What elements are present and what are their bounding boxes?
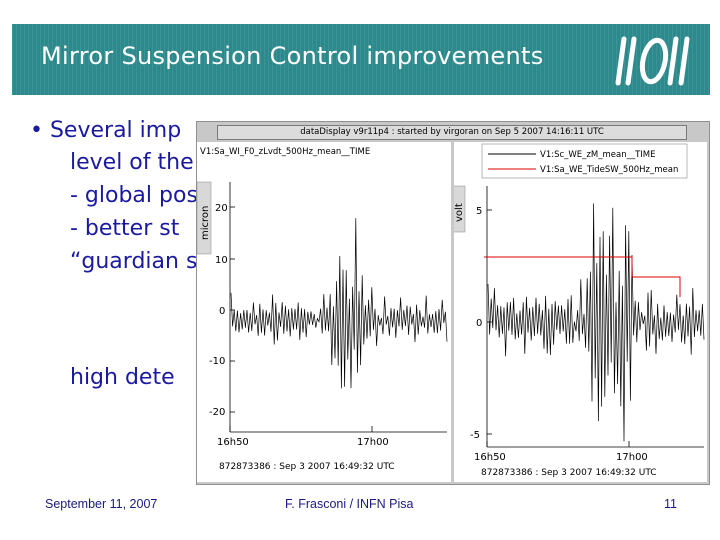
footer-author: F. Frasconi / INFN Pisa xyxy=(285,497,414,511)
right-xtick-1700: 17h00 xyxy=(616,452,648,463)
footer-page-number: 11 xyxy=(664,497,677,511)
bullet-line-5: “guardian s xyxy=(70,249,198,274)
left-axis-ticks xyxy=(229,206,373,432)
window-titlebar: dataDisplay v9r11p4 : started by virgora… xyxy=(217,125,687,140)
left-xtick-1650: 16h50 xyxy=(217,437,249,448)
left-xtick-1700: 17h00 xyxy=(357,437,389,448)
side-text: high dete xyxy=(70,365,175,390)
right-plot-panel: V1:Sc_WE_zM_mean__TIME V1:Sa_WE_TideSW_5… xyxy=(450,142,707,482)
footer-date: September 11, 2007 xyxy=(45,497,158,511)
left-ylabel: micron xyxy=(200,206,211,240)
left-ytick-20: 20 xyxy=(215,203,228,214)
left-ytick-minus10: -10 xyxy=(209,356,225,367)
right-xtick-1650: 16h50 xyxy=(474,452,506,463)
slide-header: Mirror Suspension Control improvements xyxy=(12,24,710,95)
left-plot-trace xyxy=(230,218,448,389)
slide-title: Mirror Suspension Control improvements xyxy=(41,42,544,70)
right-axis-ticks xyxy=(486,209,630,447)
left-plot-title: V1:Sa_WI_F0_zLvdt_500Hz_mean__TIME xyxy=(200,147,370,157)
left-plot: V1:Sa_WI_F0_zLvdt_500Hz_mean__TIME micro… xyxy=(196,147,448,472)
left-plot-footer: 872873386 : Sep 3 2007 16:49:32 UTC xyxy=(219,462,395,472)
bullet-line-1: • Several imp xyxy=(30,118,182,143)
virgo-logo-icon xyxy=(615,36,690,86)
right-ylabel: volt xyxy=(454,203,465,222)
left-ylabel-box xyxy=(196,181,212,255)
right-ytick-minus5: -5 xyxy=(470,430,480,441)
right-plot-footer: 872873386 : Sep 3 2007 16:49:32 UTC xyxy=(481,468,657,478)
legend-label-1: V1:Sc_WE_zM_mean__TIME xyxy=(540,150,656,160)
bullet-line-3: - global pos xyxy=(70,183,198,208)
right-legend xyxy=(481,143,688,179)
right-ytick-0: 0 xyxy=(476,318,482,329)
right-plot-red-trace xyxy=(484,256,681,297)
bullet-line-2: level of the xyxy=(70,150,194,175)
left-ytick-0: 0 xyxy=(219,306,225,317)
right-ytick-5: 5 xyxy=(476,206,482,217)
right-plot: V1:Sc_WE_zM_mean__TIME V1:Sa_WE_TideSW_5… xyxy=(450,143,705,478)
right-plot-trace xyxy=(487,203,705,442)
left-plot-panel: V1:Sa_WI_F0_zLvdt_500Hz_mean__TIME micro… xyxy=(196,142,451,482)
data-display-screenshot: dataDisplay v9r11p4 : started by virgora… xyxy=(196,121,710,485)
left-ytick-minus20: -20 xyxy=(209,407,225,418)
legend-label-2: V1:Sa_WE_TideSW_500Hz_mean xyxy=(540,165,678,175)
bullet-line-4: - better st xyxy=(70,216,180,241)
left-ytick-10: 10 xyxy=(215,255,228,266)
